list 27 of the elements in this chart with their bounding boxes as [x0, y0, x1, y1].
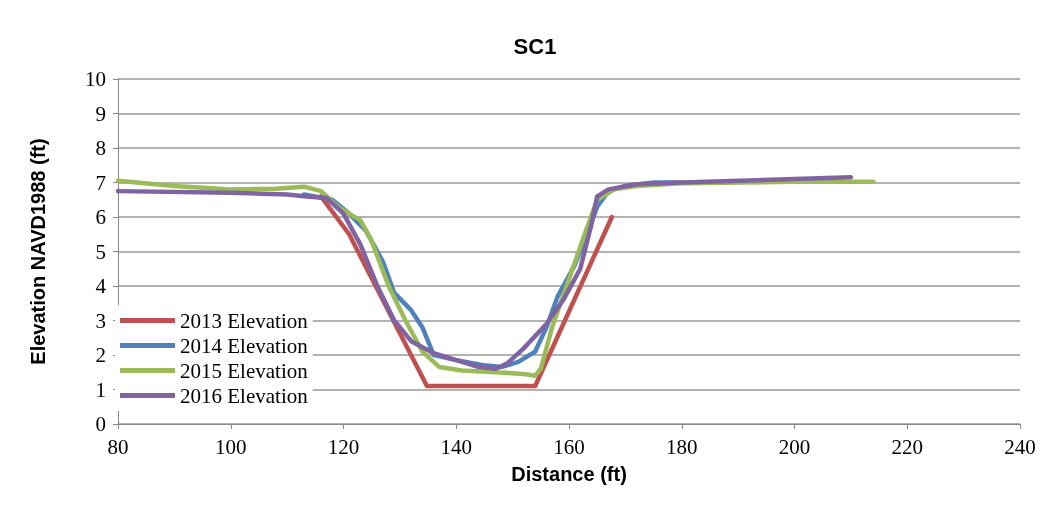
x-tick-label: 100 — [215, 434, 247, 459]
y-tick-label: 2 — [95, 343, 106, 367]
y-tick-label: 10 — [85, 67, 106, 91]
legend-label: 2014 Elevation — [180, 333, 309, 358]
x-tick-label: 120 — [327, 434, 360, 459]
x-tick-label: 160 — [553, 434, 585, 459]
y-tick-label: 3 — [95, 308, 106, 333]
legend-label: 2015 Elevation — [180, 358, 309, 383]
legend-label: 2013 Elevation — [180, 308, 309, 333]
y-tick-label: 5 — [95, 239, 106, 264]
x-tick-label: 200 — [778, 434, 811, 459]
x-tick-label: 220 — [891, 434, 923, 459]
y-tick-label: 6 — [95, 205, 106, 229]
y-tick-label: 0 — [95, 412, 106, 436]
legend-label: 2016 Elevation — [180, 383, 309, 408]
y-tick-label: 9 — [95, 101, 106, 126]
x-tick-label: 240 — [1004, 434, 1036, 459]
y-tick-label: 8 — [95, 136, 106, 160]
x-tick-label: 140 — [440, 434, 472, 459]
y-tick-label: 1 — [95, 377, 106, 402]
x-axis-title: Distance (ft) — [511, 463, 627, 485]
chart-title: SC1 — [513, 33, 557, 59]
y-tick-label: 4 — [95, 274, 107, 298]
y-axis-title: Elevation NAVD1988 (ft) — [27, 138, 49, 365]
x-tick-label: 80 — [107, 434, 129, 459]
y-tick-label: 7 — [95, 170, 106, 195]
x-tick-label: 180 — [666, 434, 698, 459]
